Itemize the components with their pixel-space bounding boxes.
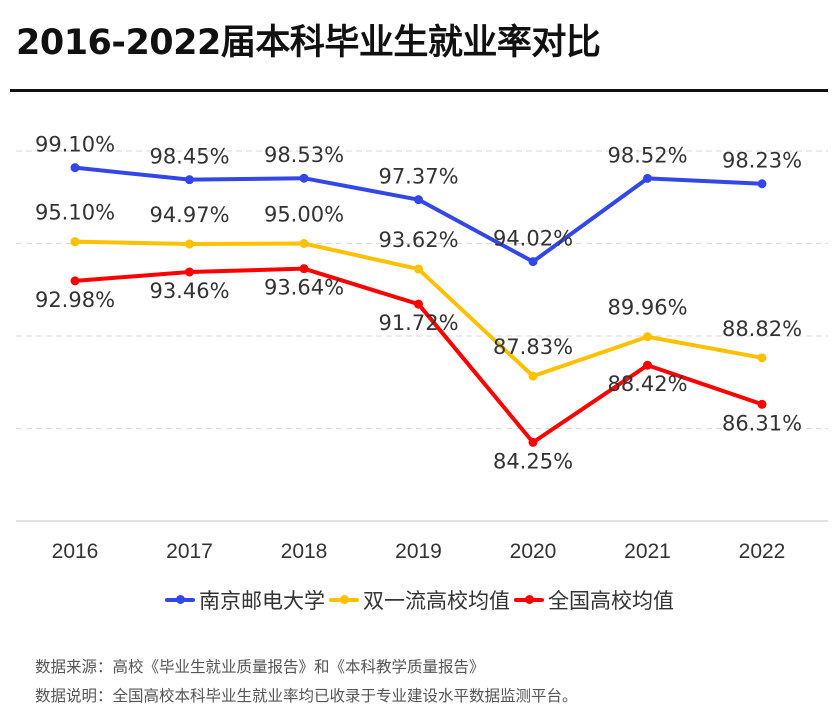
x-tick-label: 2016: [52, 540, 99, 563]
data-point: [757, 179, 767, 189]
legend-item-njupt[interactable]: 南京邮电大学: [165, 585, 325, 615]
data-label: 84.25%: [493, 449, 573, 473]
data-label: 98.45%: [149, 145, 229, 169]
x-tick-label: 2019: [395, 540, 442, 563]
data-point: [757, 353, 767, 363]
x-tick-label: 2018: [281, 540, 328, 563]
x-tick-label: 2021: [624, 540, 671, 563]
data-label: 88.42%: [607, 372, 687, 396]
data-point: [643, 360, 652, 370]
data-point: [185, 239, 194, 249]
legend-label: 全国高校均值: [548, 589, 674, 613]
data-label: 98.52%: [607, 143, 687, 167]
data-label: 95.00%: [264, 203, 344, 227]
data-label: 93.62%: [378, 228, 458, 252]
data-point: [414, 195, 423, 205]
data-point: [528, 371, 538, 381]
data-label: 95.10%: [35, 201, 115, 225]
legend-label: 双一流高校均值: [363, 589, 510, 613]
data-point: [299, 239, 309, 248]
data-description-note: 数据说明：全国高校本科毕业生就业率均已收录于专业建设水平数据监测平台。: [35, 687, 578, 705]
title-divider: [10, 89, 828, 92]
data-label: 94.02%: [493, 227, 573, 251]
data-label: 87.83%: [493, 335, 573, 359]
x-tick-label: 2022: [739, 540, 786, 563]
data-label: 97.37%: [378, 165, 458, 189]
data-label: 98.23%: [722, 149, 802, 173]
data-point: [528, 257, 538, 267]
data-label: 93.64%: [264, 276, 344, 300]
legend-swatch: [514, 595, 544, 604]
x-tick-label: 2020: [510, 540, 557, 563]
data-point: [70, 237, 80, 247]
data-label: 99.10%: [35, 133, 115, 157]
data-point: [299, 264, 309, 274]
data-label: 94.97%: [149, 203, 229, 227]
data-label: 88.82%: [722, 317, 802, 341]
data-label: 89.96%: [607, 296, 687, 320]
legend: 南京邮电大学 双一流高校均值 全国高校均值: [0, 585, 839, 615]
data-point: [70, 163, 80, 173]
data-point: [185, 267, 194, 277]
data-point: [299, 173, 309, 183]
legend-item-double-first-class[interactable]: 双一流高校均值: [329, 585, 510, 615]
data-point: [414, 264, 423, 274]
x-tick-label: 2017: [166, 540, 213, 563]
chart-title: 2016-2022届本科毕业生就业率对比: [16, 23, 601, 63]
data-point: [185, 175, 194, 185]
data-point: [757, 399, 767, 409]
data-point: [528, 437, 538, 447]
legend-swatch: [165, 595, 195, 604]
data-label: 98.53%: [264, 143, 344, 167]
legend-item-national[interactable]: 全国高校均值: [514, 585, 674, 615]
legend-swatch: [329, 595, 359, 604]
data-label: 86.31%: [722, 411, 802, 435]
data-point: [643, 332, 652, 342]
data-label: 93.46%: [149, 279, 229, 303]
legend-label: 南京邮电大学: [199, 589, 325, 613]
data-point: [70, 276, 80, 286]
data-point: [643, 173, 652, 183]
data-point: [414, 299, 423, 309]
data-source-note: 数据来源：高校《毕业生就业质量报告》和《本科教学质量报告》: [35, 658, 485, 676]
data-label: 92.98%: [35, 288, 115, 312]
data-label: 91.72%: [378, 311, 458, 335]
